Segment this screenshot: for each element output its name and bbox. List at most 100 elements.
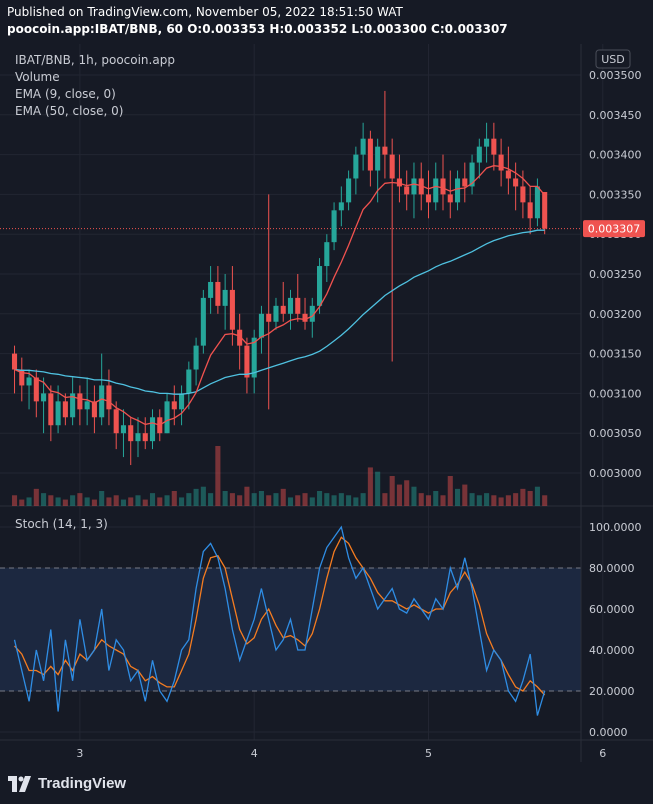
candle-body [505,170,511,179]
stoch-tick-label: 20.0000 [589,685,635,698]
candle-body [77,393,83,410]
volume-bar [70,495,76,506]
price-tick-label: 0.003400 [589,149,642,162]
candle-body [48,393,54,426]
volume-bar [11,495,18,506]
volume-bar [99,491,105,506]
volume-bar [520,488,526,506]
volume-bar [440,495,446,506]
candle-body [418,178,424,195]
volume-bar [157,497,163,506]
price-tick-label: 0.003050 [589,427,642,440]
candle-body [70,393,76,418]
candle-body [302,313,308,322]
legend-volume: Volume [15,70,60,84]
time-tick-label: 3 [76,747,83,760]
candle-body [186,369,192,394]
candle-body [33,377,39,402]
stoch-k-line [13,525,546,716]
volume-bar [128,497,134,506]
volume-bar [353,497,359,506]
price-tick-label: 0.003150 [589,348,642,361]
legend-ema9: EMA (9, close, 0) [15,87,116,101]
candle-body [440,178,446,195]
price-tick-label: 0.003250 [589,268,642,281]
candle-body [353,154,359,179]
candle-body [367,138,373,171]
candle-body [128,425,134,442]
volume-bar [338,493,344,506]
candle-body [273,305,279,322]
volume-bar [41,493,47,506]
time-axis[interactable]: 3 4 5 6 [76,747,606,760]
currency-button[interactable]: USD [595,49,631,69]
volume-bars [11,446,548,506]
price-tick-label: 0.003100 [589,387,642,400]
volume-bar [171,491,177,506]
candle-body [19,369,25,386]
stoch-axis[interactable]: 0.0000 20.0000 40.0000 60.0000 80.0000 100.00… [589,521,642,739]
volume-bar [360,493,366,506]
candle-body [193,345,199,370]
candle-body [26,377,32,386]
volume-bar [469,493,475,506]
volume-bar [404,480,410,506]
volume-bar [251,493,257,506]
currency-label: USD [601,53,625,66]
candle-body [222,289,228,306]
candle-body [513,178,519,187]
candle-body [99,385,105,418]
volume-bar [62,499,68,506]
volume-bar [237,495,243,506]
volume-bar [425,495,432,506]
candle-body [447,194,453,203]
stoch-tick-label: 0.0000 [589,726,628,739]
candle-body [309,305,315,322]
candle-body [142,433,148,442]
candle-body [476,146,482,163]
volume-bar [309,497,315,506]
volume-bar [382,493,388,506]
candle-body [462,178,468,187]
volume-bar [396,484,402,506]
volume-bar [186,493,192,506]
volume-bar [222,491,228,506]
volume-bar [324,493,330,506]
candle-body [331,210,337,243]
volume-bar [200,486,206,506]
volume-bar [258,491,264,506]
tradingview-logo[interactable]: TradingView [8,775,126,792]
candle-body [520,186,526,203]
volume-bar [149,493,156,506]
candle-body [84,401,90,410]
ohlc-line: poocoin.app:IBAT/BNB, 60 O:0.003353 H:0.… [7,22,508,36]
volume-bar [346,495,352,506]
volume-bar [476,495,482,506]
stoch-tick-label: 80.0000 [589,562,635,575]
candle-body [135,433,141,442]
candle-body [91,401,97,418]
volume-bar [179,497,185,506]
candle-body [317,266,323,306]
time-tick-label: 6 [599,747,606,760]
price-tick-label: 0.003500 [589,69,642,82]
candle-body [375,146,381,171]
candle-body [491,138,497,155]
volume-bar [454,488,461,506]
candle-body [208,281,214,298]
candle-body [171,401,177,410]
volume-bar [462,484,468,506]
volume-bar [389,476,395,506]
volume-bar [229,493,235,506]
candle-body [237,329,243,346]
candle-body [542,192,548,229]
volume-bar [135,495,141,506]
volume-bar [280,488,286,506]
tradingview-brand: TradingView [38,775,127,792]
volume-bar [84,497,90,506]
volume-bar [215,446,221,506]
stoch-band [0,568,581,691]
volume-bar [91,499,97,506]
candle-body [200,297,206,346]
